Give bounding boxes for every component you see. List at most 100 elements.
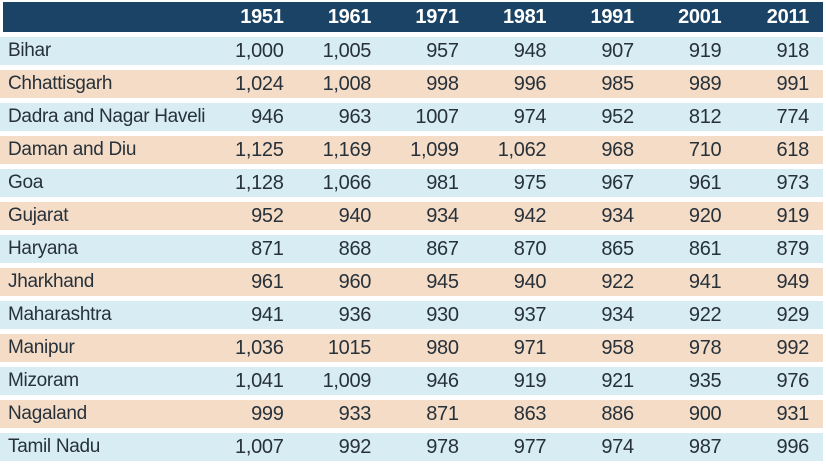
value-cell: 940 xyxy=(297,202,386,230)
table-row: Gujarat 952 940 934 942 934 920 919 xyxy=(0,202,823,230)
value-cell: 937 xyxy=(472,301,561,329)
value-cell: 991 xyxy=(735,70,823,98)
year-column-header: 1951 xyxy=(210,2,298,32)
value-cell: 1,125 xyxy=(210,136,298,164)
year-column-header: 1981 xyxy=(472,2,561,32)
value-cell: 1,041 xyxy=(210,367,298,395)
value-cell: 987 xyxy=(647,433,736,461)
state-name-cell: Gujarat xyxy=(0,202,210,230)
value-cell: 922 xyxy=(647,301,736,329)
value-cell: 977 xyxy=(472,433,561,461)
value-cell: 978 xyxy=(385,433,473,461)
value-cell: 942 xyxy=(472,202,561,230)
state-column-header xyxy=(0,2,210,32)
value-cell: 919 xyxy=(735,202,823,230)
value-cell: 918 xyxy=(735,37,823,65)
value-cell: 861 xyxy=(647,235,736,263)
table-row: Chhattisgarh 1,024 1,008 998 996 985 989 991 xyxy=(0,70,823,98)
value-cell: 980 xyxy=(385,334,473,362)
table-row: Nagaland 999 933 871 863 886 900 931 xyxy=(0,400,823,428)
value-cell: 922 xyxy=(560,268,648,296)
value-cell: 871 xyxy=(210,235,298,263)
year-column-header: 2001 xyxy=(647,2,736,32)
state-name-cell: Tamil Nadu xyxy=(0,433,210,461)
value-cell: 933 xyxy=(297,400,386,428)
value-cell: 879 xyxy=(735,235,823,263)
table-row: Jharkhand 961 960 945 940 922 941 949 xyxy=(0,268,823,296)
value-cell: 981 xyxy=(385,169,473,197)
value-cell: 907 xyxy=(560,37,648,65)
value-cell: 1,099 xyxy=(385,136,473,164)
value-cell: 1,005 xyxy=(297,37,386,65)
value-cell: 900 xyxy=(647,400,736,428)
value-cell: 941 xyxy=(647,268,736,296)
value-cell: 812 xyxy=(647,103,736,131)
value-cell: 946 xyxy=(385,367,473,395)
value-cell: 967 xyxy=(560,169,648,197)
state-name-cell: Maharashtra xyxy=(0,301,210,329)
state-name-cell: Daman and Diu xyxy=(0,136,210,164)
year-column-header: 1991 xyxy=(560,2,648,32)
value-cell: 996 xyxy=(735,433,823,461)
value-cell: 1007 xyxy=(385,103,473,131)
year-column-header: 1961 xyxy=(297,2,386,32)
value-cell: 957 xyxy=(385,37,473,65)
year-column-header: 2011 xyxy=(735,2,823,32)
value-cell: 710 xyxy=(647,136,736,164)
value-cell: 867 xyxy=(385,235,473,263)
value-cell: 919 xyxy=(472,367,561,395)
value-cell: 941 xyxy=(210,301,298,329)
value-cell: 921 xyxy=(560,367,648,395)
value-cell: 618 xyxy=(735,136,823,164)
value-cell: 940 xyxy=(472,268,561,296)
value-cell: 935 xyxy=(647,367,736,395)
table-row: Tamil Nadu 1,007 992 978 977 974 987 996 xyxy=(0,433,823,461)
value-cell: 1,009 xyxy=(297,367,386,395)
value-cell: 960 xyxy=(297,268,386,296)
value-cell: 958 xyxy=(560,334,648,362)
table-row: Dadra and Nagar Haveli 946 963 1007 974 952 81… xyxy=(0,103,823,131)
value-cell: 1,062 xyxy=(472,136,561,164)
table-row: Manipur 1,036 1015 980 971 958 978 992 xyxy=(0,334,823,362)
value-cell: 865 xyxy=(560,235,648,263)
value-cell: 1,008 xyxy=(297,70,386,98)
value-cell: 1,007 xyxy=(210,433,298,461)
value-cell: 863 xyxy=(472,400,561,428)
value-cell: 961 xyxy=(647,169,736,197)
value-cell: 934 xyxy=(560,202,648,230)
value-cell: 945 xyxy=(385,268,473,296)
value-cell: 974 xyxy=(472,103,561,131)
year-column-header: 1971 xyxy=(385,2,473,32)
value-cell: 992 xyxy=(735,334,823,362)
value-cell: 963 xyxy=(297,103,386,131)
table-row: Goa 1,128 1,066 981 975 967 961 973 xyxy=(0,169,823,197)
value-cell: 971 xyxy=(472,334,561,362)
table-row: Bihar 1,000 1,005 957 948 907 919 918 xyxy=(0,37,823,65)
state-name-cell: Nagaland xyxy=(0,400,210,428)
value-cell: 868 xyxy=(297,235,386,263)
value-cell: 934 xyxy=(560,301,648,329)
value-cell: 999 xyxy=(210,400,298,428)
value-cell: 952 xyxy=(210,202,298,230)
value-cell: 929 xyxy=(735,301,823,329)
state-name-cell: Jharkhand xyxy=(0,268,210,296)
value-cell: 920 xyxy=(647,202,736,230)
table-body: Bihar 1,000 1,005 957 948 907 919 918 Chhattisga… xyxy=(0,37,823,461)
table-row: Haryana 871 868 867 870 865 861 879 xyxy=(0,235,823,263)
header-row: 1951 1961 1971 1981 1991 2001 2011 xyxy=(0,2,823,32)
value-cell: 871 xyxy=(385,400,473,428)
table-row: Mizoram 1,041 1,009 946 919 921 935 976 xyxy=(0,367,823,395)
state-name-cell: Chhattisgarh xyxy=(0,70,210,98)
value-cell: 1,128 xyxy=(210,169,298,197)
state-name-cell: Manipur xyxy=(0,334,210,362)
value-cell: 948 xyxy=(472,37,561,65)
value-cell: 973 xyxy=(735,169,823,197)
value-cell: 985 xyxy=(560,70,648,98)
value-cell: 934 xyxy=(385,202,473,230)
value-cell: 1015 xyxy=(297,334,386,362)
value-cell: 961 xyxy=(210,268,298,296)
table-row: Maharashtra 941 936 930 937 934 922 929 xyxy=(0,301,823,329)
value-cell: 774 xyxy=(735,103,823,131)
